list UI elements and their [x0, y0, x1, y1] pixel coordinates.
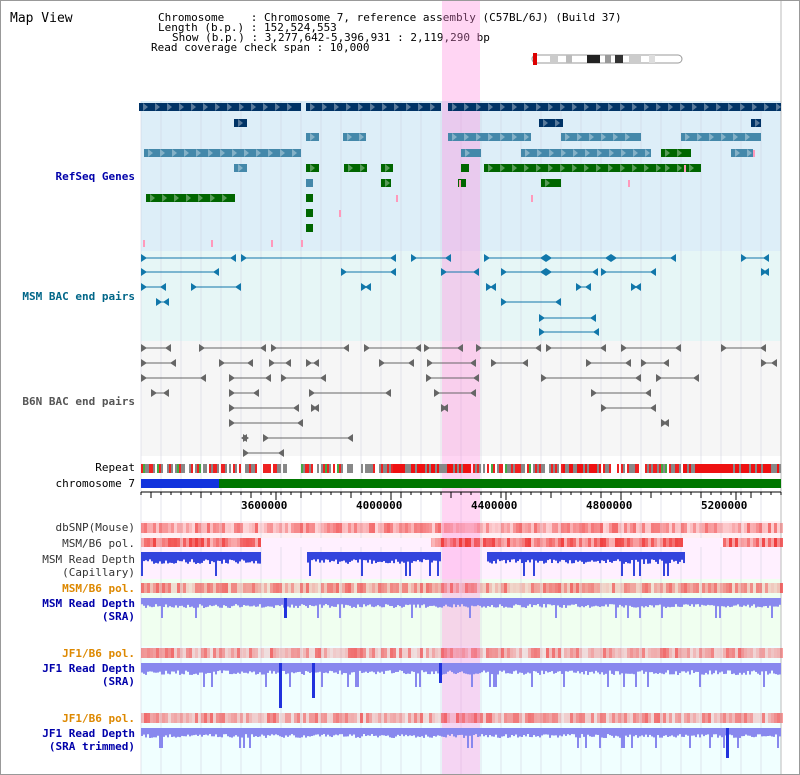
b6n-bac-track[interactable] [141, 344, 777, 457]
track-label-jf1-depth-sra-2: (SRA) [101, 675, 135, 688]
repeat-track [141, 464, 781, 473]
snp-tracks [141, 523, 783, 723]
ruler-tick-label: 4400000 [471, 499, 517, 512]
chromosome-bar-green [219, 479, 781, 488]
ruler-tick-label: 4800000 [586, 499, 632, 512]
track-label-repeat: Repeat [95, 461, 135, 474]
info-coverage: Read coverage check span : 10,000 [151, 41, 370, 54]
track-label-jf1-depth-trim-2: (SRA trimmed) [48, 740, 135, 753]
msm-bac-track[interactable] [141, 254, 769, 336]
track-label-msm-depth-sra-1: MSM Read Depth [42, 597, 135, 610]
track-label-chromosome: chromosome 7 [55, 477, 135, 490]
ruler-tick-label: 5200000 [701, 499, 747, 512]
track-label-msm-depth-sra-2: (SRA) [101, 610, 135, 623]
chromosome-bar-blue [141, 479, 219, 488]
highlight-region [442, 1, 480, 774]
track-label-msm-bac[interactable]: MSM BAC end pairs [22, 290, 135, 303]
track-label-b6n-bac[interactable]: B6N BAC end pairs [22, 395, 135, 408]
info-chromosome: Chromosome : Chromosome 7, reference ass… [158, 11, 622, 24]
ruler-tick-label: 4000000 [356, 499, 402, 512]
track-label-dbsnp: dbSNP(Mouse) [55, 521, 135, 534]
ruler-tick-label: 3600000 [241, 499, 287, 512]
track-label-jf1-b6-pol-1: JF1/B6 pol. [62, 647, 135, 660]
depth-tracks [141, 552, 781, 758]
position-ruler: 3600000 4000000 4400000 4800000 5200000 [140, 491, 782, 512]
track-label-refseq[interactable]: RefSeq Genes [55, 170, 135, 183]
track-label-msm-depth-cap-1: MSM Read Depth [42, 553, 135, 566]
track-label-msm-b6-pol-1: MSM/B6 pol. [62, 537, 135, 550]
track-label-jf1-depth-trim-1: JF1 Read Depth [42, 727, 135, 740]
track-label-msm-b6-pol-2: MSM/B6 pol. [62, 582, 135, 595]
page-title: Map View [10, 11, 73, 26]
info-show: Show (b.p.) : 3,277,642-5,396,931 : 2,11… [172, 31, 490, 44]
track-label-jf1-depth-sra-1: JF1 Read Depth [42, 662, 135, 675]
info-length: Length (b.p.) : 152,524,553 [158, 21, 337, 34]
refseq-genes-track[interactable] [139, 103, 781, 247]
track-label-jf1-b6-pol-2: JF1/B6 pol. [62, 712, 135, 725]
track-label-msm-depth-cap-2: (Capillary) [62, 566, 135, 579]
chromosome-ideogram[interactable] [531, 53, 683, 65]
